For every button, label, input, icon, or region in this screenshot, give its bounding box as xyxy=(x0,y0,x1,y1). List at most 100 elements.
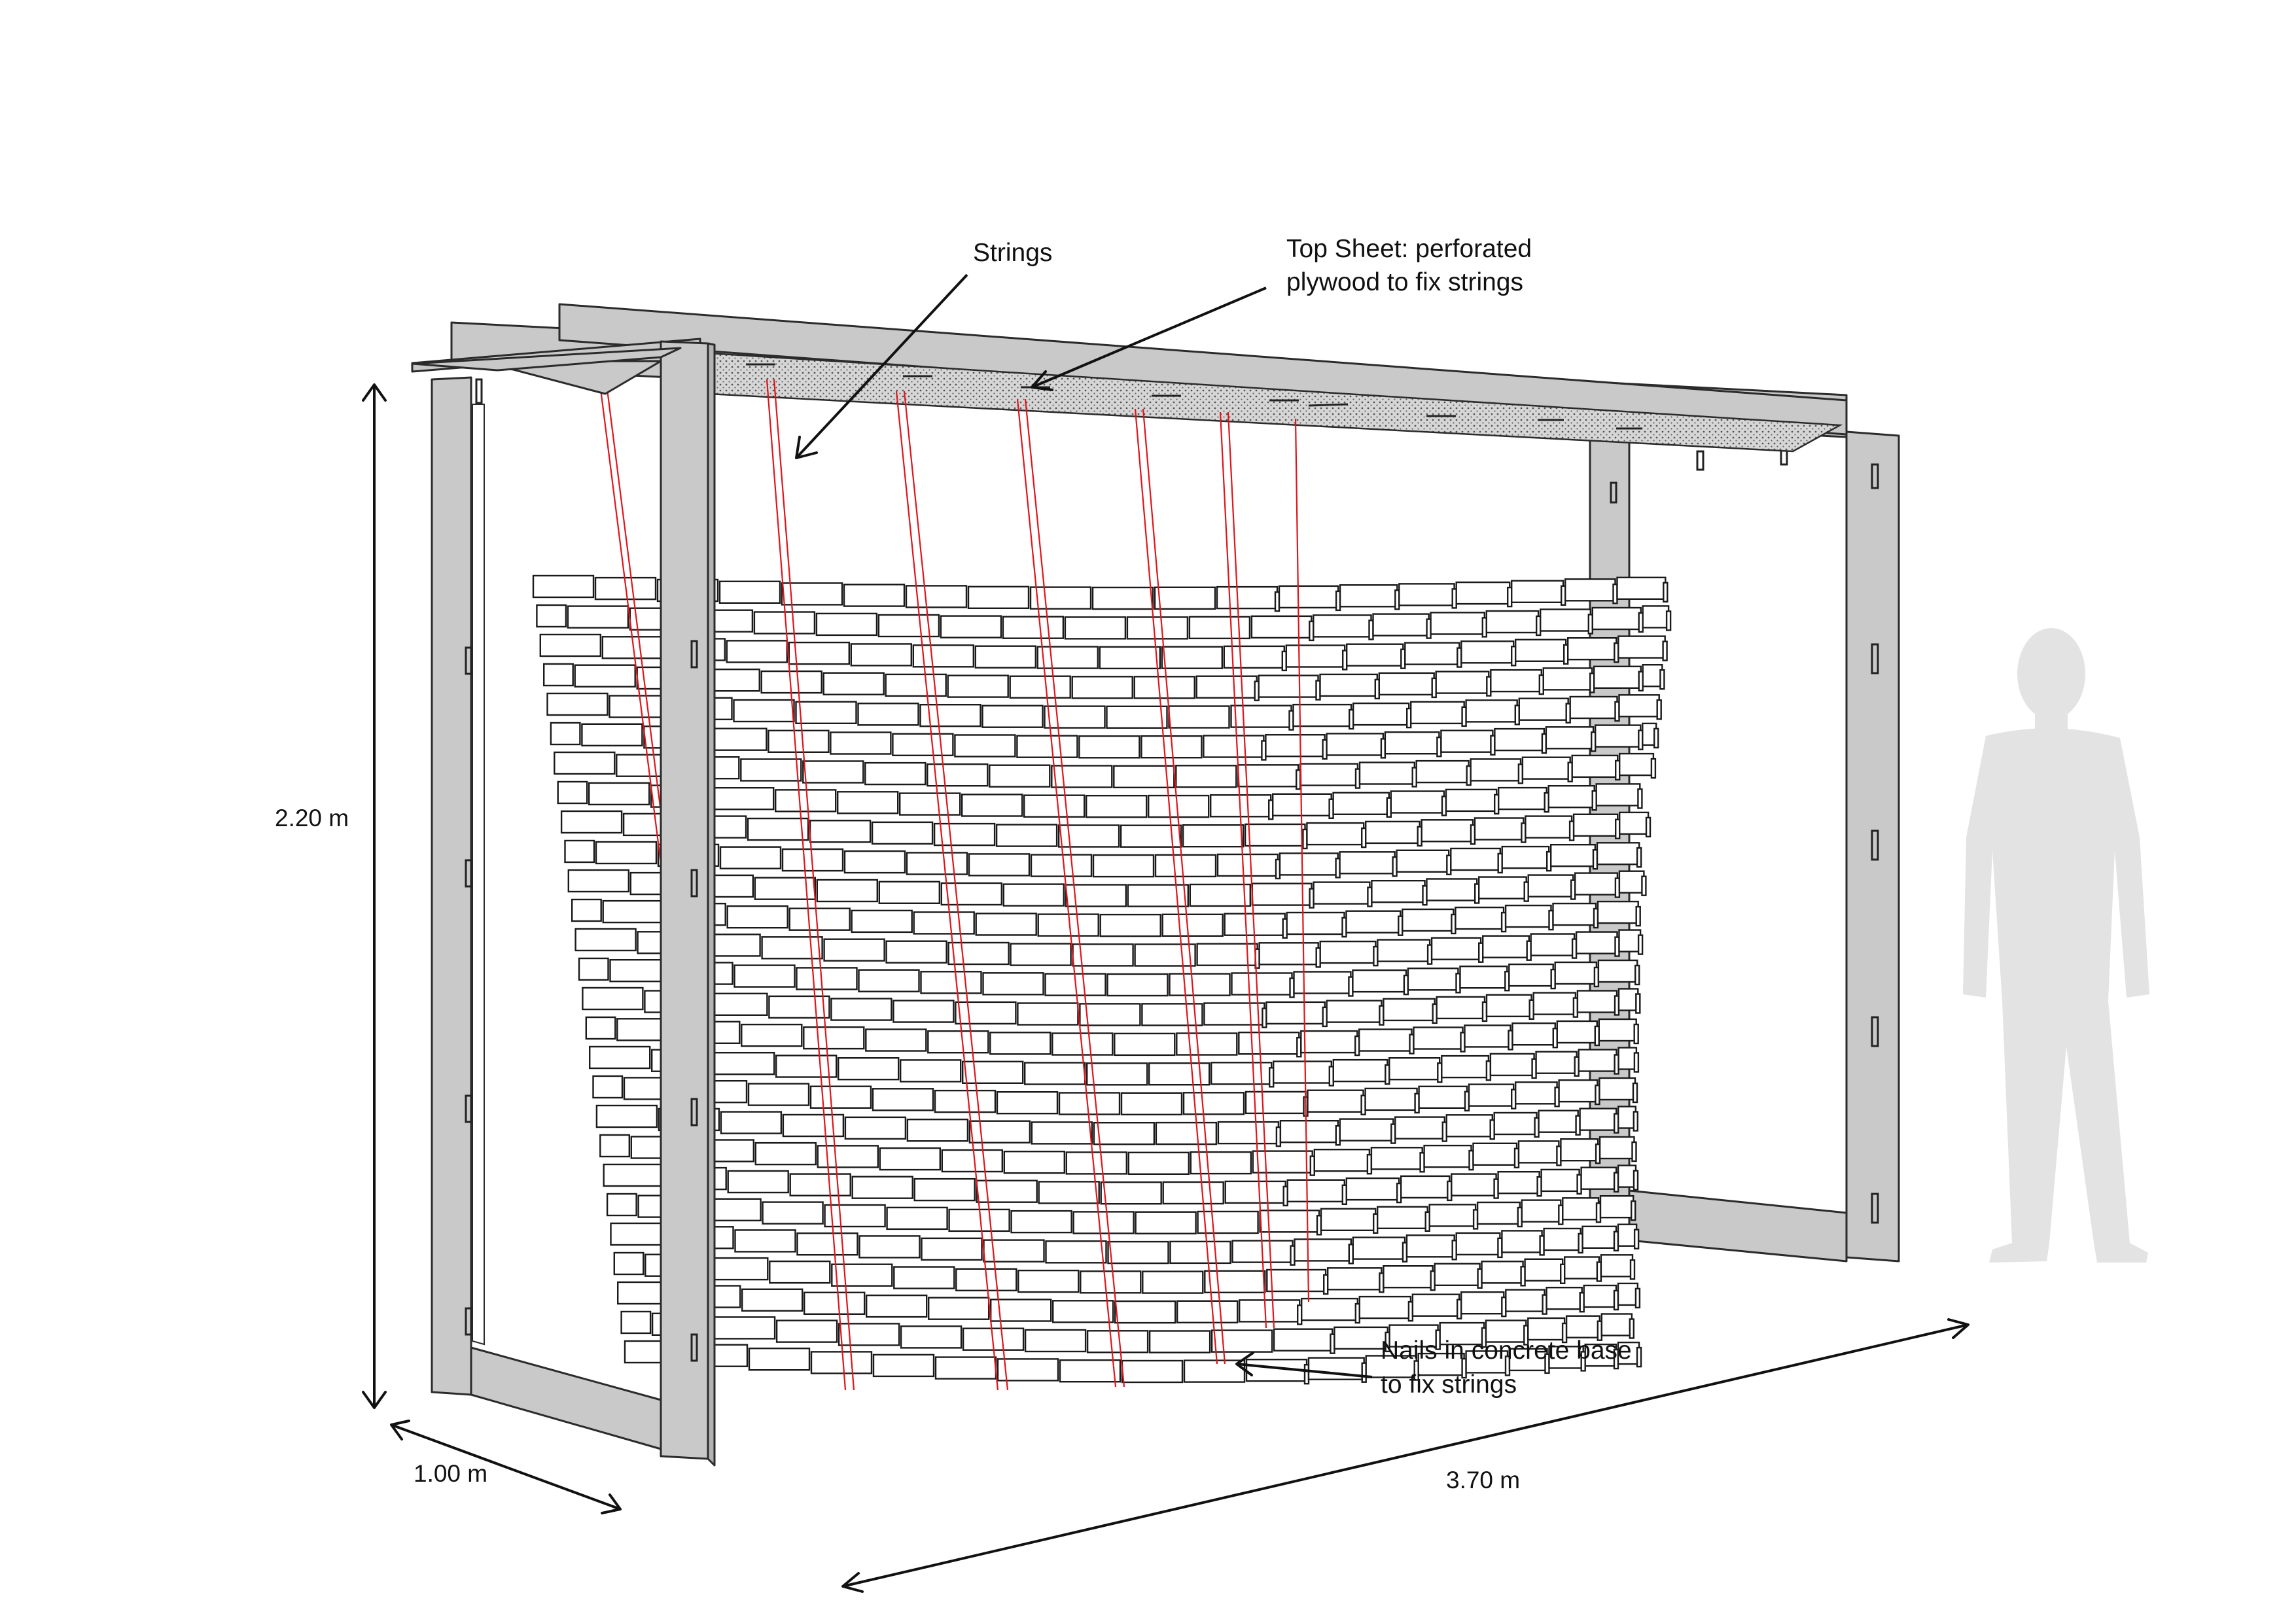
brick xyxy=(726,640,788,663)
brick xyxy=(981,705,1044,728)
brick xyxy=(865,1028,927,1052)
brick xyxy=(1210,1329,1273,1353)
brick xyxy=(1209,794,1272,818)
brick xyxy=(713,1051,775,1075)
front-frame xyxy=(411,340,716,1467)
brick xyxy=(1272,1060,1332,1084)
brick xyxy=(1598,1018,1637,1042)
brick xyxy=(1428,1204,1477,1227)
brick xyxy=(1155,1121,1218,1145)
brick-side xyxy=(1663,582,1669,602)
brick xyxy=(1617,635,1666,659)
brick xyxy=(989,764,1051,788)
brick xyxy=(954,734,1016,758)
brick xyxy=(803,1291,866,1316)
brick xyxy=(885,673,947,697)
brick xyxy=(1161,646,1224,669)
brick xyxy=(1418,1085,1468,1109)
brick xyxy=(1258,942,1319,966)
brick xyxy=(741,1288,804,1312)
brick xyxy=(592,1075,624,1099)
brick xyxy=(1445,788,1498,812)
brick xyxy=(1320,1208,1377,1232)
brick xyxy=(1617,1341,1640,1365)
brick xyxy=(733,964,796,988)
brick xyxy=(1569,695,1618,720)
brick xyxy=(1434,1263,1481,1287)
brick xyxy=(761,936,823,960)
brick xyxy=(1376,1206,1428,1230)
brick xyxy=(1352,969,1407,993)
brick xyxy=(1217,1121,1280,1145)
brick xyxy=(941,1149,1004,1173)
length-dimension-label: 3.70 m xyxy=(1446,1467,1521,1493)
brick xyxy=(748,1347,811,1371)
brick xyxy=(1472,1142,1518,1166)
brick xyxy=(1600,1313,1633,1336)
brick xyxy=(850,643,913,667)
brick xyxy=(1571,754,1619,778)
brick xyxy=(1430,612,1486,635)
brick xyxy=(1064,616,1127,640)
brick xyxy=(1099,646,1161,670)
brick xyxy=(769,1260,831,1284)
brick xyxy=(1326,1000,1383,1023)
brick xyxy=(1404,642,1460,665)
brick xyxy=(595,1104,658,1128)
brick xyxy=(830,998,892,1021)
brick xyxy=(550,722,581,746)
brick xyxy=(1566,637,1617,661)
brick xyxy=(830,731,892,755)
top-sheet-label-line2: plywood to fix strings xyxy=(1286,268,1523,296)
brick xyxy=(900,1325,963,1349)
brick xyxy=(1476,1201,1521,1225)
brick xyxy=(1617,1282,1638,1306)
brick xyxy=(1378,672,1435,696)
brick xyxy=(1339,1118,1394,1142)
brick-side xyxy=(1634,1287,1641,1309)
brick xyxy=(1300,1030,1358,1054)
brick xyxy=(1244,823,1306,847)
brick xyxy=(1564,578,1616,602)
brick xyxy=(1554,961,1598,985)
strings-label: Strings xyxy=(973,239,1053,267)
strings xyxy=(599,379,1310,1391)
brick xyxy=(1352,1236,1406,1260)
brick xyxy=(1481,935,1530,958)
brick xyxy=(620,1310,652,1335)
brick xyxy=(1148,1062,1210,1086)
brick xyxy=(1413,1026,1464,1050)
brick xyxy=(871,821,934,845)
brick xyxy=(1002,616,1065,639)
brick xyxy=(1364,1087,1418,1111)
brick xyxy=(1121,1359,1184,1384)
brick xyxy=(1154,854,1217,878)
brick xyxy=(1445,1114,1494,1138)
brick xyxy=(574,664,636,688)
brick xyxy=(1017,1269,1080,1293)
brick xyxy=(1038,1181,1100,1204)
brick xyxy=(1204,1270,1266,1294)
brick xyxy=(1182,824,1245,848)
brick xyxy=(1299,763,1359,786)
brick xyxy=(824,1204,886,1228)
brick xyxy=(1394,1116,1446,1140)
brick xyxy=(1521,1199,1562,1223)
brick xyxy=(1497,786,1547,811)
brick xyxy=(1072,943,1134,967)
brick-side xyxy=(1637,788,1643,809)
brick xyxy=(905,585,968,608)
brick xyxy=(968,853,1031,877)
brick xyxy=(1464,1024,1511,1048)
brick xyxy=(712,786,775,811)
brick xyxy=(1016,735,1078,758)
brick xyxy=(1581,1225,1617,1249)
brick xyxy=(1168,705,1230,729)
brick xyxy=(1279,852,1339,876)
brick-side xyxy=(1653,727,1659,749)
top-sheet-label-line1: Top Sheet: perforated xyxy=(1286,235,1532,263)
brick xyxy=(1518,697,1569,721)
brick xyxy=(788,907,851,931)
person-silhouette xyxy=(1963,628,2149,1263)
brick xyxy=(1517,1140,1560,1164)
